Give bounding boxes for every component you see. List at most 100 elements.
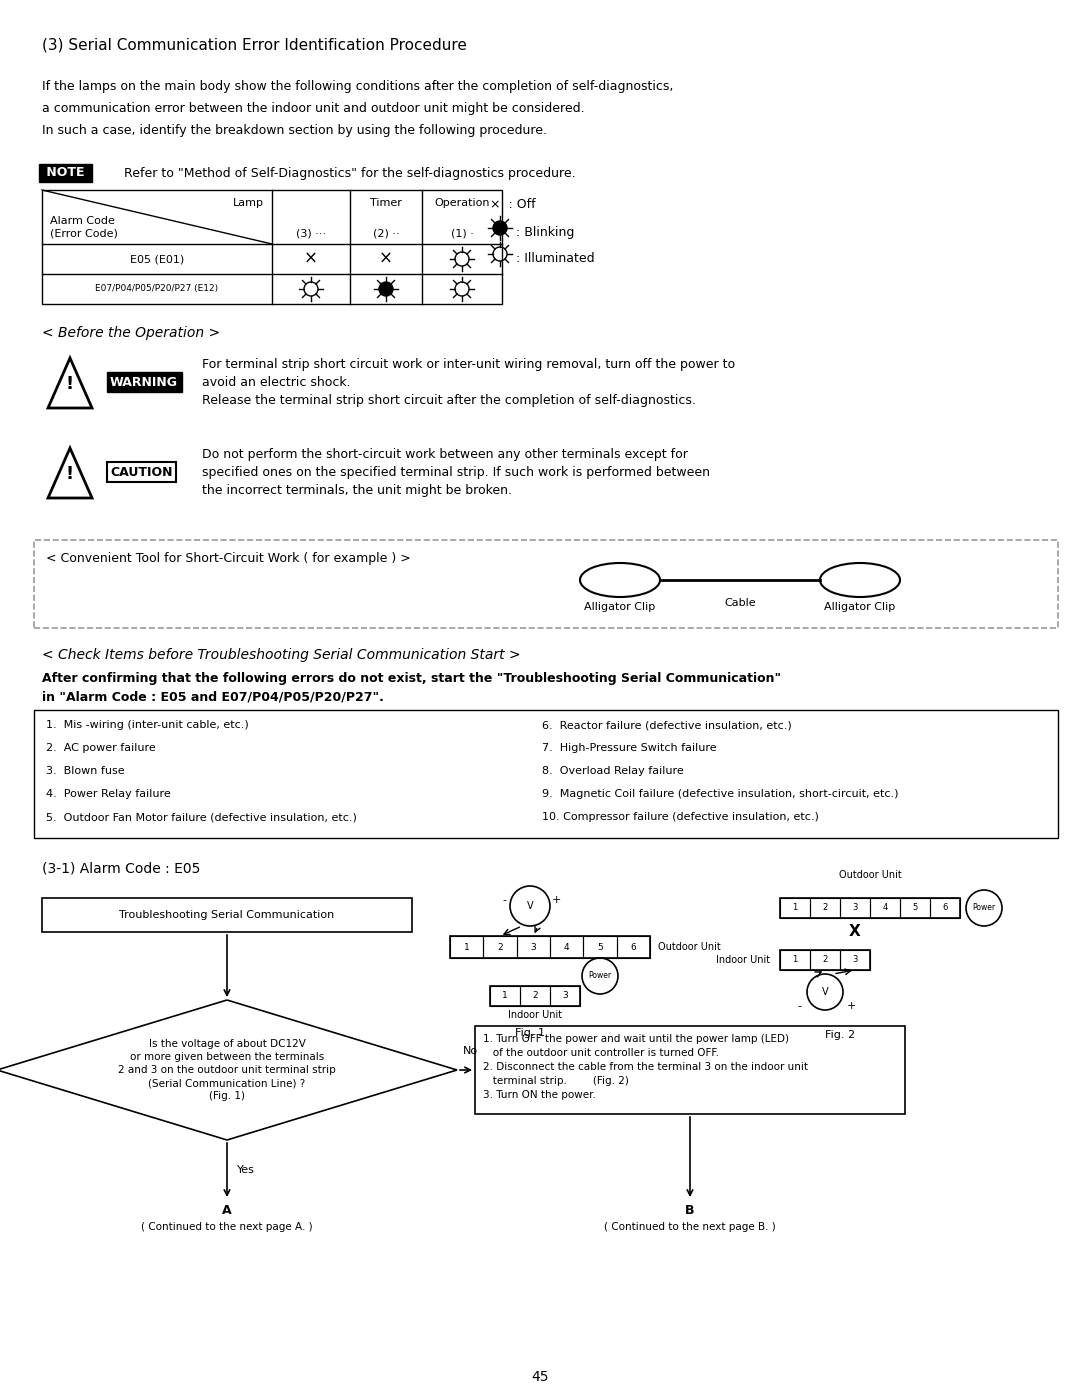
Text: : Illuminated: : Illuminated bbox=[516, 251, 595, 265]
Bar bbox=[780, 950, 870, 970]
Bar bbox=[900, 898, 930, 918]
Text: If the lamps on the main body show the following conditions after the completion: If the lamps on the main body show the f… bbox=[42, 80, 673, 94]
Text: X: X bbox=[849, 923, 861, 939]
Text: Power: Power bbox=[589, 971, 611, 981]
Bar bbox=[42, 898, 411, 932]
Bar bbox=[617, 936, 650, 958]
Text: Refer to "Method of Self-Diagnostics" for the self-diagnostics procedure.: Refer to "Method of Self-Diagnostics" fo… bbox=[124, 166, 576, 179]
Bar bbox=[450, 936, 484, 958]
Text: 3.  Blown fuse: 3. Blown fuse bbox=[46, 766, 124, 775]
Text: E05 (E01): E05 (E01) bbox=[130, 254, 184, 264]
Text: (3) ···: (3) ··· bbox=[296, 228, 326, 237]
Text: NOTE: NOTE bbox=[42, 166, 89, 179]
Text: B: B bbox=[685, 1204, 694, 1217]
Text: 8.  Overload Relay failure: 8. Overload Relay failure bbox=[542, 766, 684, 775]
Text: ×: × bbox=[379, 250, 393, 268]
Text: (1) ·: (1) · bbox=[450, 228, 473, 237]
Text: Is the voltage of about DC12V
or more given between the terminals
2 and 3 on the: Is the voltage of about DC12V or more gi… bbox=[118, 1038, 336, 1101]
Text: CAUTION: CAUTION bbox=[110, 465, 173, 479]
Text: !: ! bbox=[66, 465, 75, 483]
Text: -: - bbox=[797, 1002, 801, 1011]
Text: 1: 1 bbox=[463, 943, 470, 951]
Text: Do not perform the short-circuit work between any other terminals except for
spe: Do not perform the short-circuit work be… bbox=[202, 448, 710, 497]
Text: : Blinking: : Blinking bbox=[516, 226, 575, 239]
Text: 3: 3 bbox=[852, 904, 858, 912]
Text: < Check Items before Troubleshooting Serial Communication Start >: < Check Items before Troubleshooting Ser… bbox=[42, 648, 521, 662]
Bar bbox=[490, 986, 519, 1006]
Text: A: A bbox=[222, 1204, 232, 1217]
Bar bbox=[780, 950, 810, 970]
Text: Alligator Clip: Alligator Clip bbox=[824, 602, 895, 612]
Text: Indoor Unit: Indoor Unit bbox=[716, 956, 770, 965]
Text: 6: 6 bbox=[943, 904, 947, 912]
Text: 9.  Magnetic Coil failure (defective insulation, short-circuit, etc.): 9. Magnetic Coil failure (defective insu… bbox=[542, 789, 899, 799]
Bar bbox=[550, 936, 583, 958]
Circle shape bbox=[492, 221, 507, 235]
Text: (2) ··: (2) ·· bbox=[373, 228, 400, 237]
Text: 6: 6 bbox=[631, 943, 636, 951]
Text: 6.  Reactor failure (defective insulation, etc.): 6. Reactor failure (defective insulation… bbox=[542, 719, 792, 731]
Text: 2.  AC power failure: 2. AC power failure bbox=[46, 743, 156, 753]
Text: 2: 2 bbox=[532, 992, 538, 1000]
Text: Troubleshooting Serial Communication: Troubleshooting Serial Communication bbox=[120, 909, 335, 921]
Text: < Convenient Tool for Short-Circuit Work ( for example ) >: < Convenient Tool for Short-Circuit Work… bbox=[46, 552, 410, 564]
Bar bbox=[930, 898, 960, 918]
Circle shape bbox=[379, 282, 393, 296]
Text: ( Continued to the next page A. ): ( Continued to the next page A. ) bbox=[141, 1222, 313, 1232]
Bar bbox=[42, 190, 502, 305]
Text: E07/P04/P05/P20/P27 (E12): E07/P04/P05/P20/P27 (E12) bbox=[95, 285, 218, 293]
Text: ( Continued to the next page B. ): ( Continued to the next page B. ) bbox=[604, 1222, 775, 1232]
Text: 3: 3 bbox=[562, 992, 568, 1000]
Text: 7.  High-Pressure Switch failure: 7. High-Pressure Switch failure bbox=[542, 743, 717, 753]
Bar bbox=[519, 986, 550, 1006]
Bar bbox=[33, 541, 1058, 629]
Text: After confirming that the following errors do not exist, start the "Troubleshoot: After confirming that the following erro… bbox=[42, 672, 781, 685]
Bar bbox=[33, 710, 1058, 838]
Text: Fig. 2: Fig. 2 bbox=[825, 1030, 855, 1039]
Text: -: - bbox=[502, 895, 507, 905]
Bar bbox=[550, 986, 580, 1006]
Text: 1.  Mis -wiring (inter-unit cable, etc.): 1. Mis -wiring (inter-unit cable, etc.) bbox=[46, 719, 248, 731]
Bar bbox=[840, 950, 870, 970]
Text: +: + bbox=[551, 895, 561, 905]
Text: (3-1) Alarm Code : E05: (3-1) Alarm Code : E05 bbox=[42, 862, 201, 876]
Text: Yes: Yes bbox=[237, 1165, 255, 1175]
Bar bbox=[840, 898, 870, 918]
Text: in "Alarm Code : E05 and E07/P04/P05/P20/P27".: in "Alarm Code : E05 and E07/P04/P05/P20… bbox=[42, 690, 383, 703]
Text: ×  : Off: × : Off bbox=[490, 198, 536, 211]
Text: 2: 2 bbox=[497, 943, 503, 951]
Text: a communication error between the indoor unit and outdoor unit might be consider: a communication error between the indoor… bbox=[42, 102, 584, 115]
Text: 3: 3 bbox=[530, 943, 536, 951]
Bar bbox=[450, 936, 650, 958]
Text: 1: 1 bbox=[793, 904, 798, 912]
Bar bbox=[870, 898, 900, 918]
Text: < Before the Operation >: < Before the Operation > bbox=[42, 326, 220, 339]
Text: 5: 5 bbox=[913, 904, 918, 912]
Text: Lamp: Lamp bbox=[233, 198, 264, 208]
Text: 4.  Power Relay failure: 4. Power Relay failure bbox=[46, 789, 171, 799]
Text: 5.  Outdoor Fan Motor failure (defective insulation, etc.): 5. Outdoor Fan Motor failure (defective … bbox=[46, 812, 356, 821]
Text: (3) Serial Communication Error Identification Procedure: (3) Serial Communication Error Identific… bbox=[42, 38, 467, 53]
Text: Timer: Timer bbox=[370, 198, 402, 208]
Text: 4: 4 bbox=[882, 904, 888, 912]
Text: Cable: Cable bbox=[725, 598, 756, 608]
Text: V: V bbox=[527, 901, 534, 911]
Text: Indoor Unit: Indoor Unit bbox=[508, 1010, 562, 1020]
Text: No: No bbox=[463, 1046, 478, 1056]
Text: Fig. 1: Fig. 1 bbox=[515, 1028, 545, 1038]
Text: 4: 4 bbox=[564, 943, 569, 951]
Text: 3: 3 bbox=[852, 956, 858, 964]
Text: In such a case, identify the breakdown section by using the following procedure.: In such a case, identify the breakdown s… bbox=[42, 124, 546, 137]
Text: Alligator Clip: Alligator Clip bbox=[584, 602, 656, 612]
Bar bbox=[810, 950, 840, 970]
Text: WARNING: WARNING bbox=[110, 376, 178, 388]
Bar bbox=[490, 986, 580, 1006]
Text: ×: × bbox=[305, 250, 318, 268]
Text: 1: 1 bbox=[502, 992, 508, 1000]
Text: 2: 2 bbox=[822, 904, 827, 912]
Text: 1: 1 bbox=[793, 956, 798, 964]
Text: Operation: Operation bbox=[434, 198, 489, 208]
Bar bbox=[475, 1025, 905, 1113]
Text: 45: 45 bbox=[531, 1370, 549, 1384]
Bar bbox=[583, 936, 617, 958]
